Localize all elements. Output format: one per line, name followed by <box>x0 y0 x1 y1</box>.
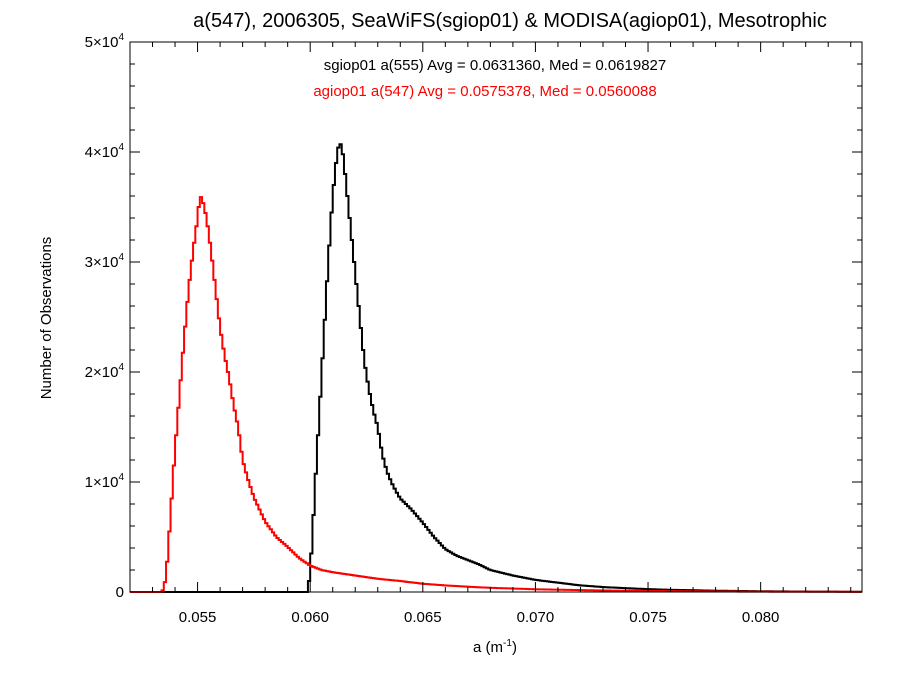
x-tick-label: 0.070 <box>517 609 555 626</box>
x-tick-label: 0.080 <box>742 609 780 626</box>
y-tick-label: 5×104 <box>85 32 125 51</box>
x-axis-label: a (m-1) <box>473 638 517 656</box>
plot-area <box>129 41 863 593</box>
y-tick-label: 0 <box>116 584 124 601</box>
axis-ticks: 0.055 0.060 0.065 0.070 0.075 0.080 0 1×104 2×10… <box>85 32 862 626</box>
histogram-series-agiop01 <box>130 196 862 593</box>
x-axis-label-exp: -1 <box>503 638 512 649</box>
legend-entry-agiop01: agiop01 a(547) Avg = 0.0575378, Med = 0.… <box>313 83 656 100</box>
chart-title: a(547), 2006305, SeaWiFS(sgiop01) & MODI… <box>193 10 827 32</box>
y-tick-label: 4×104 <box>85 142 125 161</box>
y-axis-label: Number of Observations <box>38 237 55 400</box>
y-tick-label: 3×104 <box>85 252 125 271</box>
y-tick-label: 2×104 <box>85 362 125 381</box>
histogram-series-sgiop01 <box>130 143 862 593</box>
x-tick-label: 0.060 <box>291 609 329 626</box>
x-axis-label-close: ) <box>512 639 517 656</box>
x-tick-label: 0.055 <box>179 609 217 626</box>
y-tick-label: 1×104 <box>85 472 125 491</box>
legend-entry-sgiop01: sgiop01 a(555) Avg = 0.0631360, Med = 0.… <box>324 57 667 74</box>
x-axis-label-base: a (m <box>473 639 503 656</box>
x-tick-label: 0.075 <box>629 609 667 626</box>
plot-frame <box>129 41 863 593</box>
x-tick-label: 0.065 <box>404 609 442 626</box>
